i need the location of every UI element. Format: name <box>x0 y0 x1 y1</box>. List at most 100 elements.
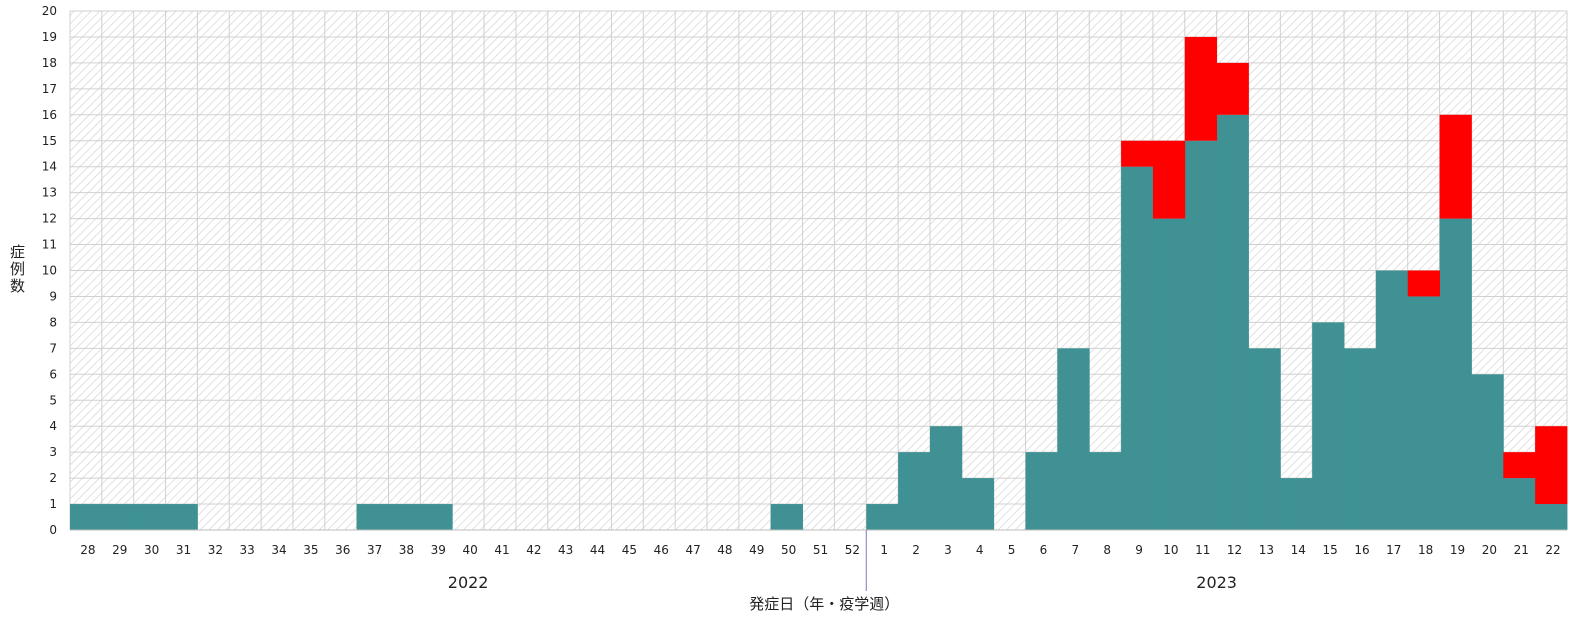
year-label-2022: 2022 <box>448 573 489 592</box>
x-tick-label: 32 <box>208 543 223 557</box>
x-tick-label: 40 <box>462 543 477 557</box>
bar-series-2-week-11 <box>1184 36 1218 141</box>
x-tick-label: 1 <box>880 543 888 557</box>
bar-series-1-week-1 <box>866 504 899 530</box>
x-tick-label: 48 <box>717 543 732 557</box>
bar-series-1-week-22 <box>1535 504 1568 530</box>
x-tick-label: 31 <box>176 543 191 557</box>
bar-series-1-week-14 <box>1280 478 1313 530</box>
y-tick-label: 18 <box>42 56 57 70</box>
x-tick-label: 6 <box>1040 543 1048 557</box>
x-tick-label: 16 <box>1354 543 1369 557</box>
y-tick-label: 10 <box>42 264 57 278</box>
bar-series-1-week-30 <box>133 504 166 530</box>
x-tick-label: 12 <box>1227 543 1242 557</box>
bar-series-1-week-38 <box>388 504 421 530</box>
x-tick-label: 3 <box>944 543 952 557</box>
bar-series-1-week-12 <box>1216 114 1249 531</box>
y-axis-title-char: 数 <box>10 277 26 295</box>
x-tick-label: 41 <box>494 543 509 557</box>
bar-series-1-week-18 <box>1407 296 1440 530</box>
x-tick-label: 36 <box>335 543 350 557</box>
bar-series-2-week-18 <box>1407 270 1440 297</box>
x-tick-label: 47 <box>685 543 700 557</box>
y-tick-label: 15 <box>42 134 57 148</box>
y-tick-label: 12 <box>42 212 57 226</box>
bar-series-1-week-13 <box>1248 348 1281 530</box>
year-label-2023: 2023 <box>1196 573 1237 592</box>
x-tick-label: 5 <box>1008 543 1016 557</box>
x-tick-label: 22 <box>1545 543 1560 557</box>
x-tick-label: 49 <box>749 543 764 557</box>
x-tick-label: 17 <box>1386 543 1401 557</box>
x-tick-label: 29 <box>112 543 127 557</box>
x-tick-label: 42 <box>526 543 541 557</box>
bar-series-1-week-4 <box>961 478 995 530</box>
y-axis-title-char: 症 <box>10 243 26 261</box>
y-tick-label: 20 <box>42 4 57 18</box>
bar-series-1-week-21 <box>1503 478 1536 530</box>
x-tick-label: 44 <box>590 543 605 557</box>
y-tick-label: 6 <box>49 367 57 381</box>
x-tick-label: 9 <box>1135 543 1143 557</box>
bar-series-1-week-16 <box>1344 348 1377 530</box>
bar-series-1-week-3 <box>929 426 963 530</box>
bar-series-2-week-12 <box>1216 62 1249 115</box>
bar-series-2-week-10 <box>1152 140 1186 219</box>
x-tick-label: 19 <box>1450 543 1465 557</box>
bar-series-1-week-39 <box>420 504 453 530</box>
y-tick-label: 2 <box>49 471 57 485</box>
x-tick-label: 2 <box>912 543 920 557</box>
x-tick-label: 7 <box>1071 543 1079 557</box>
bar-series-2-week-22 <box>1535 426 1568 505</box>
y-tick-label: 1 <box>49 497 57 511</box>
x-tick-label: 28 <box>80 543 95 557</box>
x-tick-label: 39 <box>431 543 446 557</box>
x-tick-label: 4 <box>976 543 984 557</box>
bar-series-1-week-2 <box>898 452 931 530</box>
x-tick-label: 8 <box>1103 543 1111 557</box>
x-tick-label: 37 <box>367 543 382 557</box>
bar-series-1-week-37 <box>356 504 389 530</box>
y-tick-label: 17 <box>42 82 57 96</box>
bar-series-1-week-29 <box>101 504 135 530</box>
bar-series-1-week-31 <box>165 504 198 530</box>
x-tick-label: 11 <box>1195 543 1210 557</box>
y-axis-title-char: 例 <box>10 260 26 278</box>
x-tick-label: 21 <box>1514 543 1529 557</box>
x-tick-label: 10 <box>1163 543 1178 557</box>
bar-series-1-week-6 <box>1025 452 1058 530</box>
x-tick-label: 30 <box>144 543 159 557</box>
y-tick-label: 5 <box>49 393 57 407</box>
y-tick-label: 11 <box>42 238 57 252</box>
x-tick-label: 14 <box>1291 543 1306 557</box>
bar-series-1-week-20 <box>1471 374 1504 530</box>
bar-series-2-week-21 <box>1503 452 1536 479</box>
x-axis-title: 発症日（年・疫学週） <box>749 595 899 613</box>
x-tick-label: 45 <box>622 543 637 557</box>
x-tick-label: 51 <box>813 543 828 557</box>
bar-series-1-week-17 <box>1375 270 1409 530</box>
bar-series-1-week-9 <box>1121 166 1154 530</box>
y-tick-label: 4 <box>49 419 57 433</box>
y-tick-label: 3 <box>49 445 57 459</box>
x-tick-label: 38 <box>399 543 414 557</box>
y-tick-label: 13 <box>42 186 57 200</box>
x-tick-label: 35 <box>303 543 318 557</box>
x-tick-label: 50 <box>781 543 796 557</box>
x-tick-label: 20 <box>1482 543 1497 557</box>
x-tick-label: 33 <box>240 543 255 557</box>
bar-series-1-week-15 <box>1312 322 1345 530</box>
x-tick-label: 34 <box>271 543 286 557</box>
y-tick-label: 16 <box>42 108 57 122</box>
bar-series-1-week-7 <box>1057 348 1090 530</box>
bar-series-1-week-11 <box>1184 140 1218 530</box>
bar-series-2-week-19 <box>1439 114 1472 219</box>
bar-series-1-week-28 <box>70 504 103 530</box>
y-tick-label: 8 <box>49 315 57 329</box>
bar-series-1-week-8 <box>1089 452 1122 530</box>
y-tick-label: 7 <box>49 341 57 355</box>
bar-series-2-week-9 <box>1121 140 1154 167</box>
